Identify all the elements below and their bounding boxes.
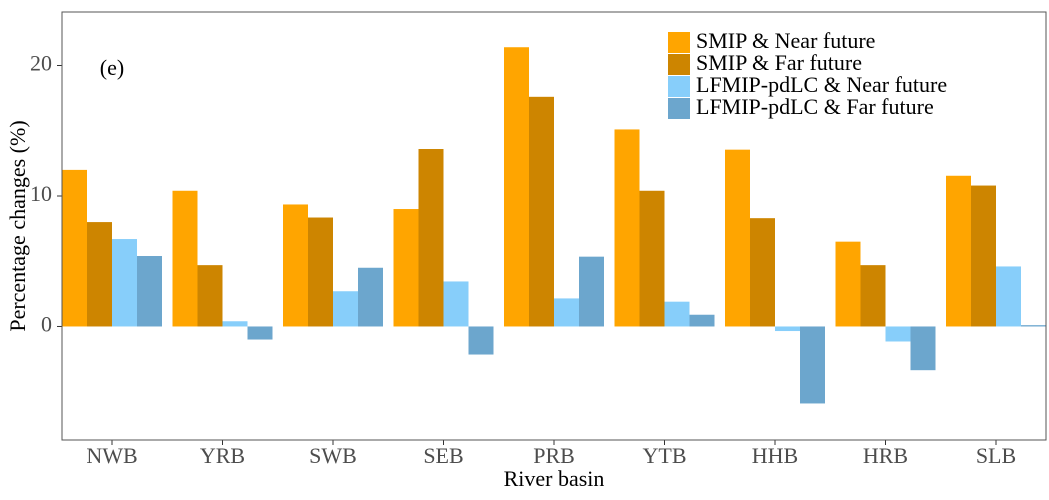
x-tick-label: HRB xyxy=(863,443,908,468)
bar xyxy=(197,265,223,327)
bar xyxy=(393,209,419,327)
x-axis-title: River basin xyxy=(504,466,605,491)
bar xyxy=(418,149,444,327)
bar xyxy=(750,218,775,327)
bar xyxy=(775,326,800,332)
x-tick-label: HHB xyxy=(752,443,798,468)
bar xyxy=(247,326,273,340)
bar xyxy=(554,298,579,327)
bar xyxy=(835,241,861,327)
bar xyxy=(504,47,529,327)
bar xyxy=(664,301,690,327)
bar xyxy=(87,222,112,327)
x-tick-label: NWB xyxy=(86,443,137,468)
bar xyxy=(946,175,971,327)
x-tick-label: SEB xyxy=(423,443,463,468)
bar xyxy=(639,190,665,327)
bar xyxy=(283,204,308,327)
bar xyxy=(860,265,886,327)
bar xyxy=(112,239,137,327)
y-tick-label: 0 xyxy=(41,312,52,337)
x-tick-label: PRB xyxy=(533,443,575,468)
bar xyxy=(443,281,469,327)
bar xyxy=(800,326,825,404)
y-tick-label: 20 xyxy=(30,51,52,76)
bar xyxy=(62,169,87,327)
bar xyxy=(971,185,996,327)
legend-label: SMIP & Near future xyxy=(696,28,875,53)
bar xyxy=(1021,325,1046,327)
bar xyxy=(579,256,604,327)
legend-label: LFMIP-pdLC & Far future xyxy=(696,94,934,119)
legend-swatch xyxy=(668,98,690,119)
y-axis-title: Percentage changes (%) xyxy=(5,120,30,331)
legend-swatch xyxy=(668,54,690,75)
bar xyxy=(468,326,494,355)
x-tick-label: SWB xyxy=(309,443,357,468)
bar xyxy=(529,96,554,327)
bar xyxy=(172,190,198,327)
bar xyxy=(222,321,248,327)
legend-label: SMIP & Far future xyxy=(696,50,862,75)
bar xyxy=(308,217,333,327)
legend-swatch xyxy=(668,76,690,97)
bar xyxy=(614,129,640,327)
legend-label: LFMIP-pdLC & Near future xyxy=(696,72,947,97)
x-tick-label: YRB xyxy=(200,443,245,468)
legend-swatch xyxy=(668,32,690,53)
bar xyxy=(358,267,383,327)
bar xyxy=(689,314,715,327)
bar xyxy=(885,326,911,342)
bar xyxy=(996,266,1021,327)
x-tick-label: SLB xyxy=(976,443,1016,468)
bar xyxy=(333,291,358,327)
bar xyxy=(910,326,936,371)
y-tick-label: 10 xyxy=(30,181,52,206)
plot-border xyxy=(61,11,1047,441)
x-tick-label: YTB xyxy=(643,443,687,468)
bar xyxy=(725,149,750,327)
panel-label: (e) xyxy=(100,55,124,80)
bar xyxy=(137,256,162,327)
